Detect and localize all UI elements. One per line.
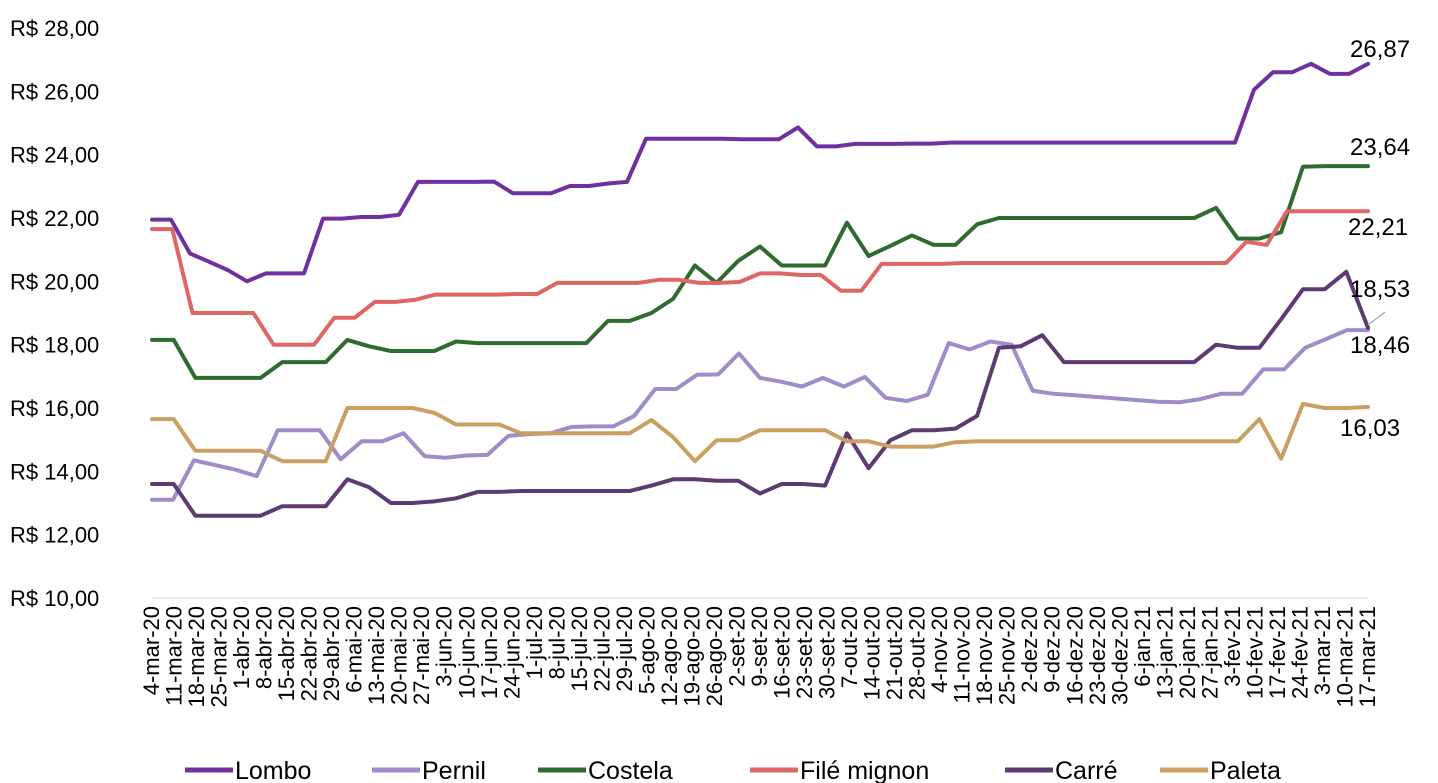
x-tick-label: 1-abr-20 <box>229 606 254 689</box>
x-tick-label: 2-dez-20 <box>1017 606 1042 693</box>
end-value-label: 22,21 <box>1348 214 1408 241</box>
end-value-label: 26,87 <box>1350 36 1410 63</box>
x-tick-label: 16-dez-20 <box>1062 606 1087 705</box>
x-tick-label: 30-dez-20 <box>1107 606 1132 705</box>
y-tick-label: R$ 20,00 <box>10 269 99 294</box>
x-tick-label: 20-mai-20 <box>387 606 412 705</box>
series-line-lombo <box>150 61 1370 284</box>
legend: Lombo Pernil Costela Filé mignon Carré Paleta <box>185 757 1281 783</box>
x-tick-label: 2-set-20 <box>724 606 749 687</box>
y-tick-label: R$ 26,00 <box>10 79 99 104</box>
legend-label: Filé mignon <box>800 757 929 783</box>
x-tick-label: 5-ago-20 <box>634 606 659 694</box>
legend-label: Paleta <box>1210 757 1281 783</box>
x-axis: 4-mar-2011-mar-2018-mar-2025-mar-201-abr… <box>139 597 1380 707</box>
x-tick-label: 8-jul-20 <box>544 606 569 679</box>
legend-label: Lombo <box>235 757 311 783</box>
x-tick-label: 8-abr-20 <box>252 606 277 689</box>
end-value-label: 18,46 <box>1350 332 1410 359</box>
x-tick-label: 21-out-20 <box>882 606 907 700</box>
series-line-carr- <box>150 269 1370 518</box>
x-tick-label: 23-dez-20 <box>1085 606 1110 705</box>
x-tick-label: 10-fev-21 <box>1242 606 1267 699</box>
x-tick-label: 19-ago-20 <box>679 606 704 706</box>
x-tick-label: 29-jul-20 <box>612 606 637 692</box>
end-value-labels: 26,87 18,46 23,64 22,21 18,53 16,03 <box>1340 36 1410 442</box>
x-tick-label: 9-dez-20 <box>1040 606 1065 693</box>
end-value-label: 18,53 <box>1350 276 1410 303</box>
x-tick-label: 7-out-20 <box>837 606 862 688</box>
y-tick-label: R$ 28,00 <box>10 16 99 41</box>
x-tick-label: 17-mar-21 <box>1355 606 1380 707</box>
x-tick-label: 11-mar-20 <box>162 606 187 706</box>
x-tick-label: 6-jan-21 <box>1130 606 1155 687</box>
x-tick-label: 16-set-20 <box>770 606 795 699</box>
y-tick-label: R$ 18,00 <box>10 333 99 358</box>
x-tick-label: 10-mar-21 <box>1332 606 1357 707</box>
x-tick-label: 3-mar-21 <box>1310 606 1335 695</box>
x-tick-label: 30-set-20 <box>815 606 840 699</box>
x-tick-label: 13-jan-21 <box>1152 606 1177 699</box>
x-tick-label: 4-nov-20 <box>927 606 952 693</box>
x-tick-label: 22-jul-20 <box>589 606 614 692</box>
x-tick-label: 17-fev-21 <box>1265 606 1290 699</box>
x-tick-label: 26-ago-20 <box>702 606 727 706</box>
x-tick-label: 3-fev-21 <box>1220 606 1245 687</box>
x-tick-label: 20-jan-21 <box>1175 606 1200 699</box>
y-axis: R$ 10,00 R$ 12,00 R$ 14,00 R$ 16,00 R$ 18,00… <box>10 16 99 611</box>
x-tick-label: 1-jul-20 <box>522 606 547 679</box>
x-tick-label: 15-jul-20 <box>567 606 592 692</box>
legend-label: Pernil <box>422 757 486 783</box>
label-leader-line <box>1367 311 1386 326</box>
x-tick-label: 29-abr-20 <box>319 606 344 701</box>
x-tick-label: 22-abr-20 <box>297 606 322 701</box>
legend-label: Costela <box>588 757 673 783</box>
x-tick-label: 11-nov-20 <box>950 606 975 703</box>
series-line-costela <box>150 164 1370 380</box>
x-tick-label: 14-out-20 <box>860 606 885 700</box>
x-tick-label: 6-mai-20 <box>342 606 367 693</box>
y-tick-label: R$ 24,00 <box>10 143 99 168</box>
y-tick-label: R$ 16,00 <box>10 396 99 421</box>
series-line-paleta <box>150 401 1370 464</box>
y-tick-label: R$ 22,00 <box>10 206 99 231</box>
x-tick-label: 3-jun-20 <box>432 606 457 687</box>
x-tick-label: 18-mar-20 <box>184 606 209 707</box>
x-tick-label: 27-jan-21 <box>1197 606 1222 699</box>
x-tick-label: 24-fev-21 <box>1287 606 1312 699</box>
series-line-pernil <box>150 328 1370 502</box>
x-tick-label: 23-set-20 <box>792 606 817 699</box>
x-tick-label: 28-out-20 <box>905 606 930 700</box>
x-tick-label: 13-mai-20 <box>364 606 389 705</box>
y-tick-label: R$ 12,00 <box>10 523 99 548</box>
legend-label: Carré <box>1055 757 1118 783</box>
y-tick-label: R$ 10,00 <box>10 586 99 611</box>
x-tick-label: 12-ago-20 <box>657 606 682 706</box>
x-tick-label: 18-nov-20 <box>972 606 997 705</box>
x-tick-label: 27-mai-20 <box>409 606 434 705</box>
x-tick-label: 25-mar-20 <box>207 606 232 707</box>
x-tick-label: 15-abr-20 <box>274 606 299 701</box>
x-tick-label: 17-jun-20 <box>477 606 502 699</box>
x-tick-label: 10-jun-20 <box>454 606 479 699</box>
x-tick-label: 25-nov-20 <box>995 606 1020 705</box>
y-tick-label: R$ 14,00 <box>10 459 99 484</box>
end-value-label: 23,64 <box>1350 134 1410 161</box>
x-tick-label: 4-mar-20 <box>139 606 164 695</box>
end-value-label: 16,03 <box>1340 415 1400 442</box>
series-line-fil-mignon <box>150 209 1370 347</box>
x-tick-label: 24-jun-20 <box>499 606 524 699</box>
plot-area <box>150 61 1370 518</box>
x-tick-label: 9-set-20 <box>747 606 772 687</box>
